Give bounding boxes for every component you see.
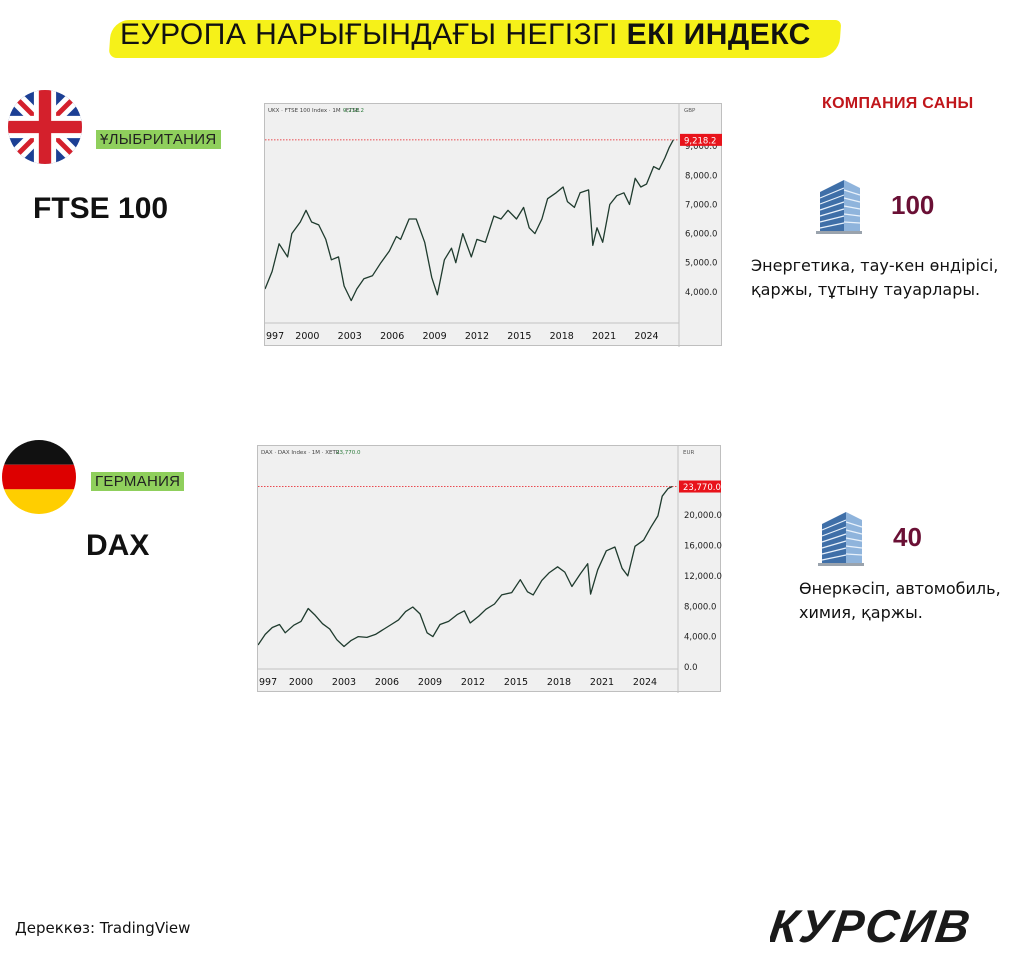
country-label-de: ГЕРМАНИЯ (91, 472, 185, 491)
last-price-tag (679, 480, 721, 493)
y-tick-label: 8,000.0 (685, 171, 717, 181)
title-banner: ЕУРОПА НАРЫҒЫНДАҒЫ НЕГІЗГІ ЕКІ ИНДЕКС (108, 14, 842, 62)
x-tick-label: 2006 (375, 677, 399, 688)
chart-header: DAX · DAX Index · 1M · XETR (261, 450, 340, 456)
x-tick-label: 2018 (550, 331, 574, 342)
x-tick-label: 997 (266, 331, 284, 342)
y-tick-label: 4,000.0 (685, 288, 717, 298)
index-name-ftse: FTSE 100 (33, 192, 169, 225)
sectors-dax: Өнеркәсіп, автомобиль, химия, қаржы. (799, 579, 1001, 622)
source-note: Дереккөз: TradingView (15, 919, 191, 937)
x-tick-label: 2000 (295, 331, 319, 342)
currency-label: GBP (684, 108, 696, 114)
y-tick-label: 8,000.0 (684, 602, 716, 612)
last-price-label: 9,218.2 (684, 136, 716, 146)
x-tick-label: 2021 (590, 677, 614, 688)
x-tick-label: 2009 (418, 677, 442, 688)
series-line (258, 485, 673, 648)
x-tick-label: 2024 (633, 677, 657, 688)
index-name-dax: DAX (86, 529, 150, 562)
germany-flag-icon (2, 440, 76, 514)
x-tick-label: 2012 (461, 677, 485, 688)
kursiv-logo: КУРСИВ (766, 896, 1016, 952)
company-count-dax: 40 (893, 522, 922, 552)
series-line (265, 139, 674, 302)
chart-ftse100: UKX · FTSE 100 Index · 1M · FTSE 9,218.2 G… (264, 103, 722, 347)
company-count-label: КОМПАНИЯ САНЫ (822, 95, 974, 112)
x-tick-label: 2018 (547, 677, 571, 688)
x-tick-label: 997 (259, 677, 277, 688)
y-tick-label: 4,000.0 (684, 633, 716, 643)
y-tick-label: 20,000.0 (684, 511, 722, 521)
chart-dax: DAX · DAX Index · 1M · XETR 23,770.0 EUR 0.… (257, 445, 722, 693)
sectors-ftse: Энергетика, тау-кен өндірісі, қаржы, тұт… (751, 256, 999, 299)
x-tick-label: 2003 (338, 331, 362, 342)
building-icon (816, 510, 866, 566)
y-tick-label: 16,000.0 (684, 542, 722, 552)
title-light: ЕУРОПА НАРЫҒЫНДАҒЫ НЕГІЗГІ (120, 18, 618, 51)
x-tick-label: 2012 (465, 331, 489, 342)
title-bold: ЕКІ ИНДЕКС (626, 18, 811, 51)
country-label-uk: ҰЛЫБРИТАНИЯ (96, 130, 221, 149)
chart-header-value: 23,770.0 (336, 450, 361, 456)
x-tick-label: 2015 (504, 677, 528, 688)
x-tick-label: 2003 (332, 677, 356, 688)
company-count-ftse: 100 (891, 190, 935, 220)
chart-header: UKX · FTSE 100 Index · 1M · FTSE (268, 108, 360, 114)
last-price-tag (680, 133, 722, 146)
y-tick-label: 6,000.0 (685, 230, 717, 240)
x-tick-label: 2009 (422, 331, 446, 342)
y-tick-label: 0.0 (684, 663, 698, 673)
y-tick-label: 5,000.0 (685, 259, 717, 269)
x-tick-label: 2006 (380, 331, 404, 342)
x-tick-label: 2024 (634, 331, 658, 342)
building-icon (814, 178, 864, 234)
page-title: ЕУРОПА НАРЫҒЫНДАҒЫ НЕГІЗГІ ЕКІ ИНДЕКС (120, 18, 840, 52)
uk-flag-icon (8, 90, 82, 164)
last-price-label: 23,770.0 (683, 483, 721, 493)
x-tick-label: 2000 (289, 677, 313, 688)
y-tick-label: 7,000.0 (685, 200, 717, 210)
currency-label: EUR (683, 450, 695, 456)
y-tick-label: 9,000.0 (685, 142, 717, 152)
logo-text: КУРСИВ (770, 900, 975, 952)
x-tick-label: 2015 (507, 331, 531, 342)
chart-header-value: 9,218.2 (343, 108, 364, 114)
x-tick-label: 2021 (592, 331, 616, 342)
y-tick-label: 12,000.0 (684, 572, 722, 582)
